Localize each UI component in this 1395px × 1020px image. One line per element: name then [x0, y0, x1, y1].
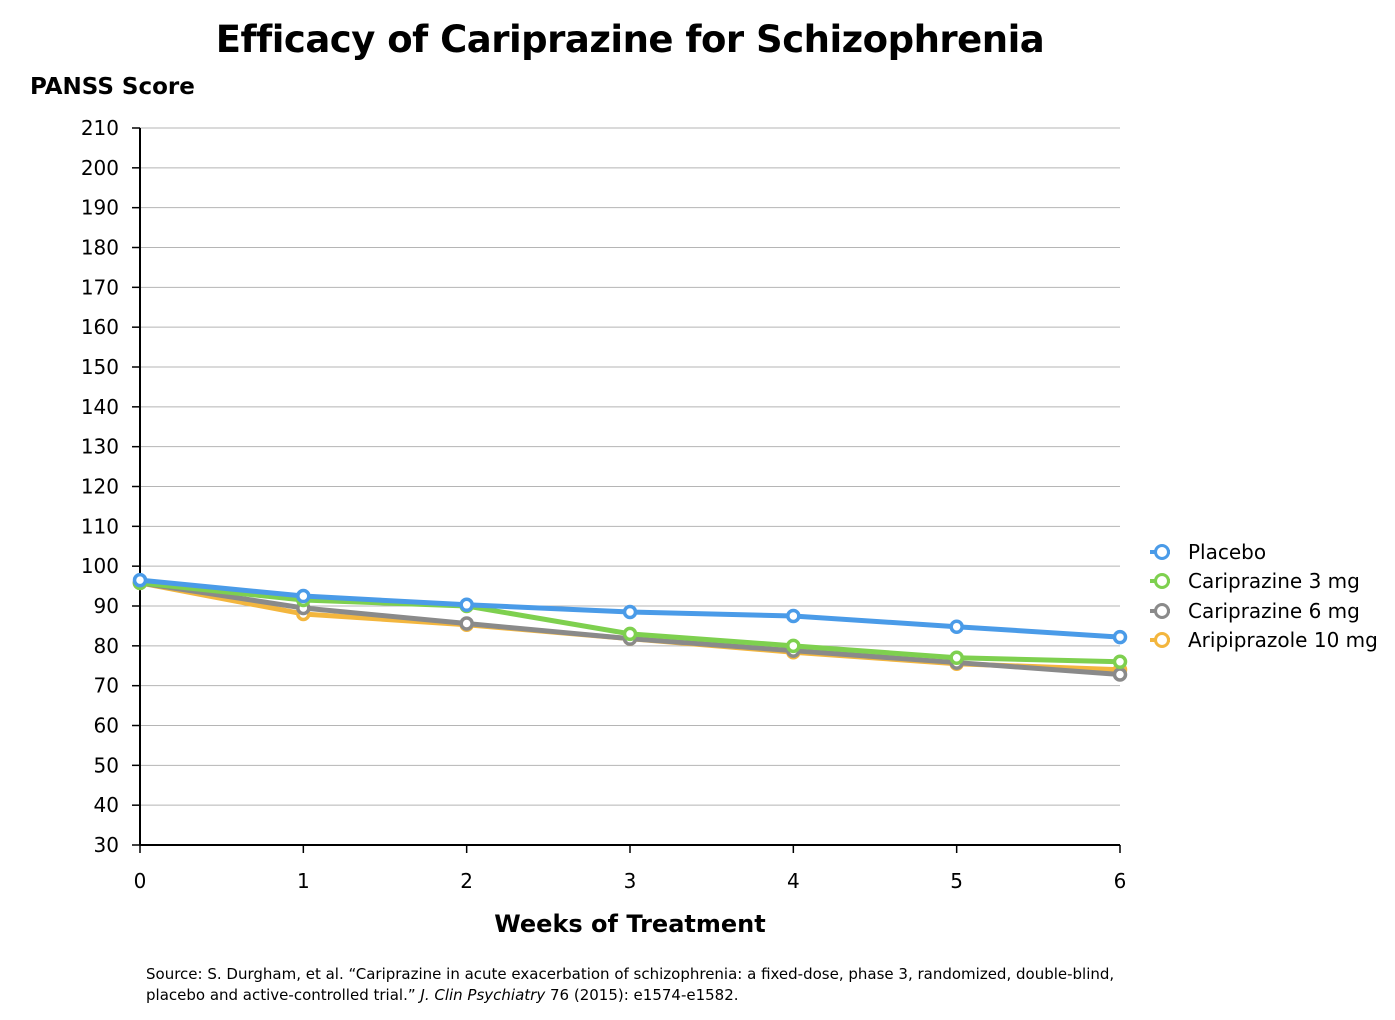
data-point — [132, 572, 148, 588]
data-point — [622, 626, 638, 642]
x-tick-labels: 0 1 2 3 4 5 6 — [134, 869, 1127, 893]
series-placebo — [132, 572, 1128, 645]
source-details: 76 (2015): e1574-e1582. — [545, 986, 739, 1004]
series-cariprazine-3-mg — [132, 575, 1128, 670]
y-tick-label: 100 — [81, 554, 119, 578]
x-tick-label: 1 — [297, 869, 310, 893]
data-point — [786, 608, 801, 624]
axes — [132, 127, 1121, 853]
legend-label: Placebo — [1188, 539, 1267, 564]
y-tick-label: 200 — [81, 156, 119, 180]
legend-label: Cariprazine 6 mg — [1188, 598, 1360, 623]
y-tick-label: 90 — [94, 594, 119, 618]
legend-item: Cariprazine 6 mg — [1150, 596, 1378, 626]
series-lines — [132, 572, 1128, 682]
legend-item: Placebo — [1150, 537, 1378, 567]
legend-label: Cariprazine 3 mg — [1188, 569, 1360, 594]
source-citation: Source: S. Durgham, et al. “Cariprazine … — [146, 964, 1146, 1006]
y-tick-label: 110 — [81, 514, 119, 538]
source-journal: J. Clin Psychiatry — [420, 986, 546, 1004]
source-text: Source: S. Durgham, et al. “Cariprazine … — [146, 965, 1115, 1004]
legend: Placebo Cariprazine 3 mg Cariprazine 6 mg A… — [1150, 537, 1378, 655]
data-point — [459, 597, 474, 613]
chart-title: Efficacy of Cariprazine for Schizophreni… — [215, 18, 1045, 61]
data-point — [1112, 654, 1128, 670]
y-tick-label: 140 — [81, 395, 119, 419]
legend-marker — [1150, 630, 1180, 650]
x-tick-label: 3 — [624, 869, 637, 893]
data-point — [949, 650, 964, 666]
data-point — [949, 619, 964, 634]
y-tick-label: 60 — [94, 714, 119, 738]
data-point — [786, 638, 801, 654]
y-tick-label: 130 — [81, 435, 119, 459]
y-tick-label: 180 — [81, 236, 119, 260]
data-point — [1112, 667, 1128, 682]
x-tick-label: 4 — [787, 869, 800, 893]
legend-marker — [1150, 571, 1180, 591]
data-point — [459, 616, 474, 631]
y-tick-label: 150 — [81, 355, 119, 379]
y-tick-label: 190 — [81, 196, 119, 220]
x-tick-label: 2 — [460, 869, 473, 893]
y-tick-label: 30 — [94, 833, 119, 857]
y-axis-label: PANSS Score — [30, 74, 195, 100]
data-point — [1112, 629, 1128, 645]
y-tick-label: 50 — [94, 753, 119, 777]
y-tick-label: 160 — [81, 315, 119, 339]
y-tick-label: 210 — [81, 116, 119, 140]
data-point — [622, 604, 638, 620]
y-tick-label: 170 — [81, 275, 119, 299]
x-tick-label: 5 — [950, 869, 963, 893]
y-tick-label: 70 — [94, 674, 119, 698]
legend-marker — [1150, 542, 1180, 562]
x-axis-label: Weeks of Treatment — [494, 910, 766, 938]
legend-item: Aripiprazole 10 mg — [1150, 626, 1378, 656]
y-tick-label: 120 — [81, 475, 119, 499]
legend-item: Cariprazine 3 mg — [1150, 567, 1378, 597]
x-tick-label: 0 — [134, 869, 147, 893]
legend-label: Aripiprazole 10 mg — [1188, 628, 1378, 653]
x-tick-label: 6 — [1114, 869, 1127, 893]
legend-marker — [1150, 601, 1180, 621]
y-tick-labels: 30 40 50 60 70 80 90 100 110 120 130 140 150 160 170 18… — [81, 116, 119, 857]
y-tick-label: 40 — [94, 793, 119, 817]
data-point — [296, 588, 311, 604]
gridlines — [140, 127, 1120, 806]
y-tick-label: 80 — [94, 634, 119, 658]
